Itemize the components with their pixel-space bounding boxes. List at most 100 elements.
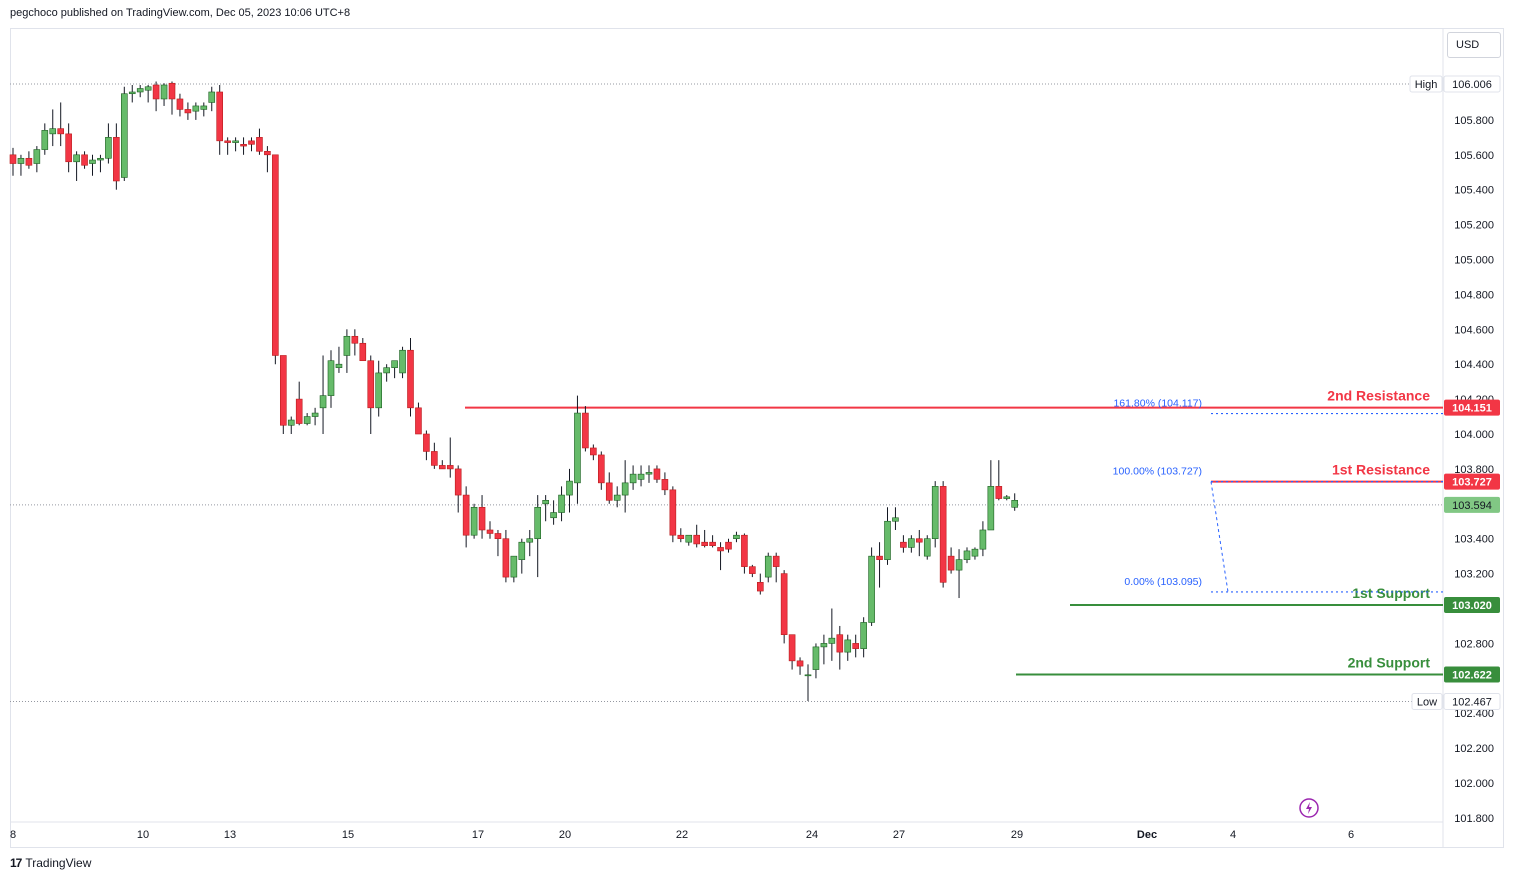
candle-body	[478, 506, 486, 531]
y-tick-label: 103.200	[1454, 569, 1494, 581]
fib-trend-line	[1210, 481, 1229, 592]
candle-body	[216, 91, 223, 142]
candle-body	[733, 534, 740, 540]
price-tag-label: 104.151	[1452, 403, 1492, 415]
currency-button[interactable]: USD	[1447, 32, 1501, 58]
candle-body	[423, 433, 430, 452]
candle-body	[637, 473, 645, 480]
x-tick-label: 22	[676, 829, 688, 841]
low-value-box	[1443, 693, 1501, 711]
tradingview-logo-icon: 17	[10, 856, 22, 870]
candle-body	[923, 538, 931, 557]
candle-body	[590, 447, 597, 456]
candle-body	[900, 541, 907, 548]
candle-body	[343, 335, 351, 356]
candle-body	[804, 674, 812, 677]
candle-body	[327, 360, 335, 396]
x-tick-label: Dec	[1137, 829, 1157, 841]
candle-body	[462, 494, 470, 536]
candle-body	[939, 486, 947, 583]
candle-body	[621, 482, 629, 496]
y-tick-label: 104.800	[1454, 289, 1494, 301]
price-tag	[1444, 399, 1500, 416]
candle-body	[820, 643, 828, 648]
lightning-icon[interactable]	[1298, 797, 1320, 819]
candle-body	[884, 520, 891, 560]
candle-body	[375, 372, 383, 409]
candle-body	[391, 360, 398, 368]
candle-body	[1003, 496, 1011, 499]
high-label-box	[1409, 75, 1443, 93]
candle-body	[152, 84, 160, 100]
candle-body	[470, 506, 478, 536]
candle-body	[383, 367, 390, 374]
candle-body	[661, 479, 669, 491]
candle-body	[701, 541, 708, 546]
y-tick-label: 105.600	[1454, 150, 1494, 162]
candle-body	[49, 128, 57, 135]
candle-body	[311, 412, 319, 417]
candle-body	[955, 559, 963, 571]
footer-brand: 17 TradingView	[10, 856, 91, 870]
candle-body	[184, 109, 192, 114]
candle-body	[17, 157, 25, 164]
candle-body	[629, 473, 637, 484]
x-tick-label: 4	[1230, 829, 1236, 841]
candle-body	[566, 480, 573, 496]
y-tick-label: 101.800	[1454, 813, 1494, 825]
y-tick-label: 102.400	[1454, 708, 1494, 720]
candle-body	[653, 468, 661, 480]
candle-body	[645, 472, 653, 475]
y-tick-label: 103.800	[1454, 464, 1494, 476]
candle-body	[73, 154, 80, 163]
y-tick-label: 104.600	[1454, 324, 1494, 336]
high-value-box	[1443, 75, 1501, 93]
candle-body	[232, 140, 239, 143]
low-label: Low	[1417, 697, 1437, 709]
candle-body	[828, 637, 836, 644]
candle-body	[303, 416, 311, 424]
candle-body	[915, 538, 923, 543]
candle-body	[319, 395, 327, 409]
x-tick-label: 24	[806, 829, 818, 841]
price-tag	[1444, 666, 1500, 683]
candle-body	[97, 157, 104, 161]
price-tag-label: 103.020	[1452, 600, 1492, 612]
candle-body	[669, 489, 677, 536]
candle-body	[9, 154, 17, 164]
candle-body	[558, 494, 565, 513]
candle-body	[176, 98, 184, 110]
candle-body	[89, 159, 96, 164]
price-tag	[1444, 473, 1500, 490]
high-label: High	[1415, 79, 1438, 91]
candle-body	[971, 548, 979, 557]
candle-body	[57, 128, 65, 135]
candle-body	[81, 154, 88, 166]
candle-body	[128, 91, 136, 95]
candle-body	[717, 547, 724, 552]
candle-body	[836, 634, 844, 653]
last-price-label: 103.594	[1452, 500, 1492, 512]
candle-body	[812, 646, 820, 670]
candle-body	[264, 151, 271, 156]
candle-body	[892, 517, 899, 522]
fib-label: 0.00% (103.095)	[1124, 576, 1202, 588]
candle-body	[256, 137, 263, 152]
candle-body	[248, 140, 255, 145]
y-tick-label: 105.400	[1454, 185, 1494, 197]
candle-body	[931, 486, 939, 540]
candle-body	[526, 538, 534, 543]
candle-body	[796, 660, 804, 667]
candle-body	[200, 105, 208, 110]
candle-body	[749, 566, 756, 574]
candle-body	[582, 412, 589, 449]
candle-body	[399, 349, 406, 374]
y-tick-label: 102.200	[1454, 743, 1494, 755]
candle-body	[41, 130, 49, 150]
brand-name: TradingView	[25, 856, 92, 870]
candle-body	[359, 342, 367, 362]
candle-body	[995, 486, 1003, 499]
candle-body	[677, 534, 685, 540]
candle-body	[947, 555, 955, 571]
